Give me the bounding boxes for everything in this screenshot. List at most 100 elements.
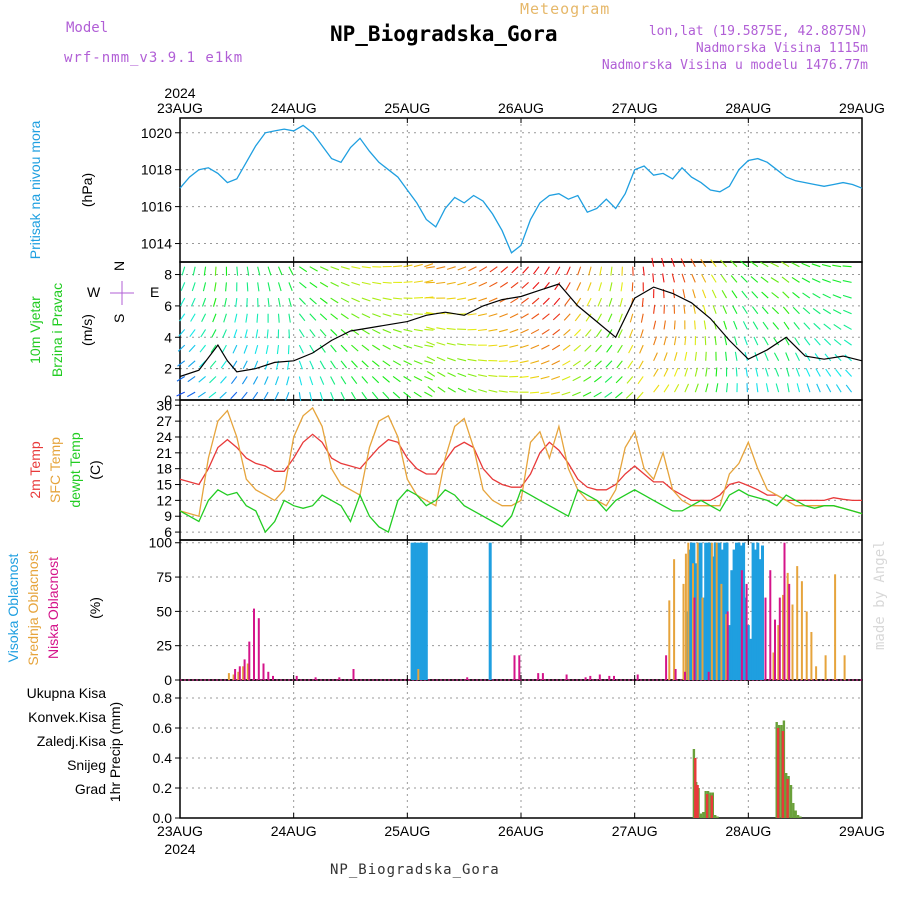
- wind-arrow: [806, 383, 811, 393]
- precip-legend-item: Snijeg: [67, 757, 106, 773]
- cloud-bar: [242, 666, 245, 680]
- wind-arrow: [733, 336, 738, 346]
- cloud-bar: [668, 600, 671, 680]
- wind-arrow: [457, 358, 467, 362]
- wind-arrow: [681, 273, 686, 283]
- wind-arrow: [201, 297, 207, 307]
- cloud-bar: [693, 597, 696, 680]
- wind-arrow: [176, 376, 186, 382]
- date-tick-label-top: 28AUG: [725, 100, 771, 116]
- y-tick-label: 75: [156, 569, 172, 585]
- precip-bar: [694, 758, 697, 818]
- wind-arrow: [198, 376, 206, 383]
- wind-arrow: [188, 344, 196, 353]
- wind-arrow: [565, 282, 571, 291]
- wind-arrow: [805, 368, 811, 377]
- wind-arrow: [351, 376, 358, 385]
- wind-arrow: [510, 281, 519, 289]
- wind-arrow: [750, 276, 759, 283]
- wind-arrow: [814, 353, 821, 362]
- wind-arrow: [822, 308, 832, 315]
- wind-arrow: [498, 390, 508, 393]
- cloud-bar: [424, 542, 428, 680]
- wind-arrow: [426, 371, 436, 377]
- wind-arrow: [541, 344, 550, 350]
- wind-arrow: [604, 391, 613, 398]
- wind-arrow: [720, 259, 727, 268]
- wind-arrow: [785, 352, 790, 362]
- wind-arrow: [771, 292, 779, 299]
- wind-arrow: [520, 328, 529, 334]
- cloud-bar: [246, 663, 249, 680]
- wind-arrow: [573, 344, 582, 352]
- wind-arrow: [783, 321, 790, 330]
- wind-arrow: [576, 282, 582, 291]
- wind-arrow: [330, 281, 339, 287]
- wind-arrow: [413, 263, 423, 268]
- cloud-bar: [684, 553, 687, 680]
- cloud-bar: [565, 674, 568, 680]
- wind-arrow: [673, 336, 677, 346]
- wind-arrow: [413, 360, 423, 365]
- wind-arrow: [382, 281, 392, 284]
- cloud-bar: [777, 625, 780, 680]
- wind-arrow: [467, 388, 477, 393]
- wind-arrow: [200, 329, 207, 338]
- precip-bar: [796, 815, 800, 818]
- wind-arrow: [673, 320, 676, 330]
- pressure-ylabel: Pritisak na nivou mora: [27, 121, 43, 260]
- wind-arrow: [553, 297, 561, 306]
- wind-arrow: [299, 266, 308, 273]
- wind-arrow: [319, 266, 329, 271]
- wind-arrow: [653, 352, 658, 362]
- cloud-bar: [412, 542, 416, 680]
- temp-line-0: [179, 433, 862, 502]
- wind-arrow: [413, 328, 423, 332]
- wind-arrow: [489, 281, 498, 288]
- wind-arrow: [236, 266, 239, 276]
- wind-arrow: [351, 344, 359, 352]
- wind-arrow: [235, 297, 238, 308]
- cloud-bar: [708, 542, 712, 680]
- wind-arrow: [242, 360, 248, 370]
- wind-arrow: [551, 375, 561, 381]
- wind-arrow: [403, 264, 413, 268]
- wind-arrow: [190, 297, 196, 307]
- wind-arrow: [771, 307, 780, 315]
- cloud-bar: [267, 671, 270, 680]
- model-label: Model: [66, 20, 109, 36]
- wind-arrow: [436, 341, 446, 346]
- wind-arrow: [639, 329, 644, 339]
- wind-arrow: [424, 360, 434, 364]
- cloud-bar: [843, 655, 846, 680]
- wind-arrow: [710, 259, 717, 268]
- wind-arrow: [199, 344, 207, 353]
- cloud-bar: [769, 570, 772, 680]
- wind-arrow: [319, 281, 329, 288]
- cloud-bar: [740, 570, 743, 680]
- wind-arrow: [425, 296, 435, 299]
- wind-arrow: [555, 266, 561, 275]
- wind-arrow: [639, 344, 644, 354]
- wind-arrow: [792, 291, 800, 299]
- wind-arrow: [653, 320, 657, 330]
- wind-arrow: [552, 328, 561, 336]
- wind-arrow: [690, 258, 696, 267]
- wind-arrow: [309, 313, 317, 321]
- wind-arrow: [832, 279, 842, 283]
- wind-arrow: [499, 313, 508, 318]
- cloud-bar: [466, 677, 469, 680]
- wind-arrow: [705, 367, 708, 377]
- wind-arrow: [276, 345, 280, 355]
- cloud-bar: [314, 677, 317, 680]
- wind-arrow: [246, 266, 250, 276]
- wind-arrow: [734, 351, 738, 361]
- cloud-bar: [420, 542, 423, 680]
- wind-arrow: [425, 266, 435, 269]
- wind-arrow: [509, 328, 519, 334]
- wind-arrow: [253, 360, 259, 370]
- date-tick-label-top: 25AUG: [384, 100, 430, 116]
- wind-arrow: [426, 341, 436, 346]
- wind-arrow: [446, 327, 456, 330]
- wind-arrow: [673, 367, 679, 377]
